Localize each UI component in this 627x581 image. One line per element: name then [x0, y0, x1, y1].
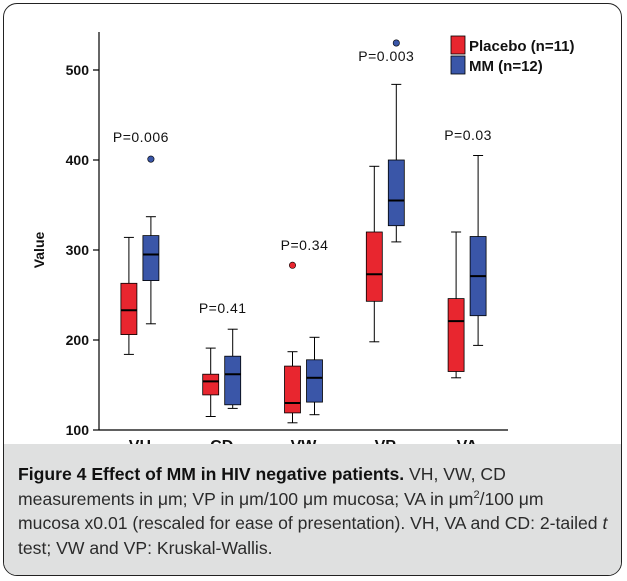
legend-label-1: MM (n=12): [469, 58, 543, 75]
caption-text-2: /100 μm mucosa x0.01 (rescaled for ease …: [18, 488, 603, 534]
box-mm-vp: [387, 159, 405, 227]
p-value-vw: P=0.34: [281, 237, 329, 253]
p-value-va: P=0.03: [444, 127, 492, 143]
boxplot-chart: 100 200 300 400 500 Value VH CD VW VP VA P=0.006 P=0…: [31, 32, 574, 444]
legend-label-0: Placebo (n=11): [469, 38, 574, 55]
caption-title: Figure 4 Effect of MM in HIV negative pa…: [18, 464, 405, 484]
x-tick-label-va: VA: [457, 438, 478, 444]
caption-text-1: VH, VW, CD measurements in μm; VP in μm/…: [18, 464, 506, 509]
x-tick-label-vp: VP: [375, 438, 397, 444]
box-mm-vw: [306, 359, 323, 403]
box-placebo-vh: [120, 282, 138, 335]
y-tick-label-100: 100: [66, 422, 90, 438]
box-placebo-vp: [365, 231, 383, 302]
caption-superscript: 2: [473, 488, 480, 501]
legend-swatch-1: [450, 55, 466, 75]
outlier-placebo-vw-0: [288, 261, 296, 269]
x-tick-label-vh: VH: [129, 438, 151, 444]
outlier-mm-vp-0: [392, 39, 400, 47]
caption-italic: t: [602, 513, 608, 534]
box-placebo-vw: [284, 365, 301, 414]
y-tick-label-500: 500: [66, 62, 90, 78]
box-mm-vh: [142, 235, 160, 282]
y-tick-label-300: 300: [66, 242, 90, 258]
x-tick-label-vw: VW: [291, 438, 318, 444]
figure-caption: Figure 4 Effect of MM in HIV negative pa…: [4, 444, 621, 575]
x-tick-label-cd: CD: [210, 438, 233, 444]
y-tick-label-200: 200: [66, 332, 90, 348]
legend-swatch-0: [450, 35, 466, 55]
p-value-vp: P=0.003: [358, 48, 414, 64]
p-value-cd: P=0.41: [199, 300, 247, 316]
p-value-vh: P=0.006: [113, 129, 169, 145]
outlier-mm-vh-0: [147, 155, 155, 163]
box-placebo-va: [447, 298, 465, 372]
caption-text-3: test; VW and VP: Kruskal-Wallis.: [18, 537, 273, 558]
y-tick-label-400: 400: [66, 152, 90, 168]
box-mm-cd: [224, 355, 242, 406]
y-axis-label: Value: [31, 232, 47, 269]
figure-frame: 100 200 300 400 500 Value VH CD VW VP VA P=0.006 P=0…: [3, 3, 622, 576]
box-placebo-cd: [202, 373, 220, 396]
